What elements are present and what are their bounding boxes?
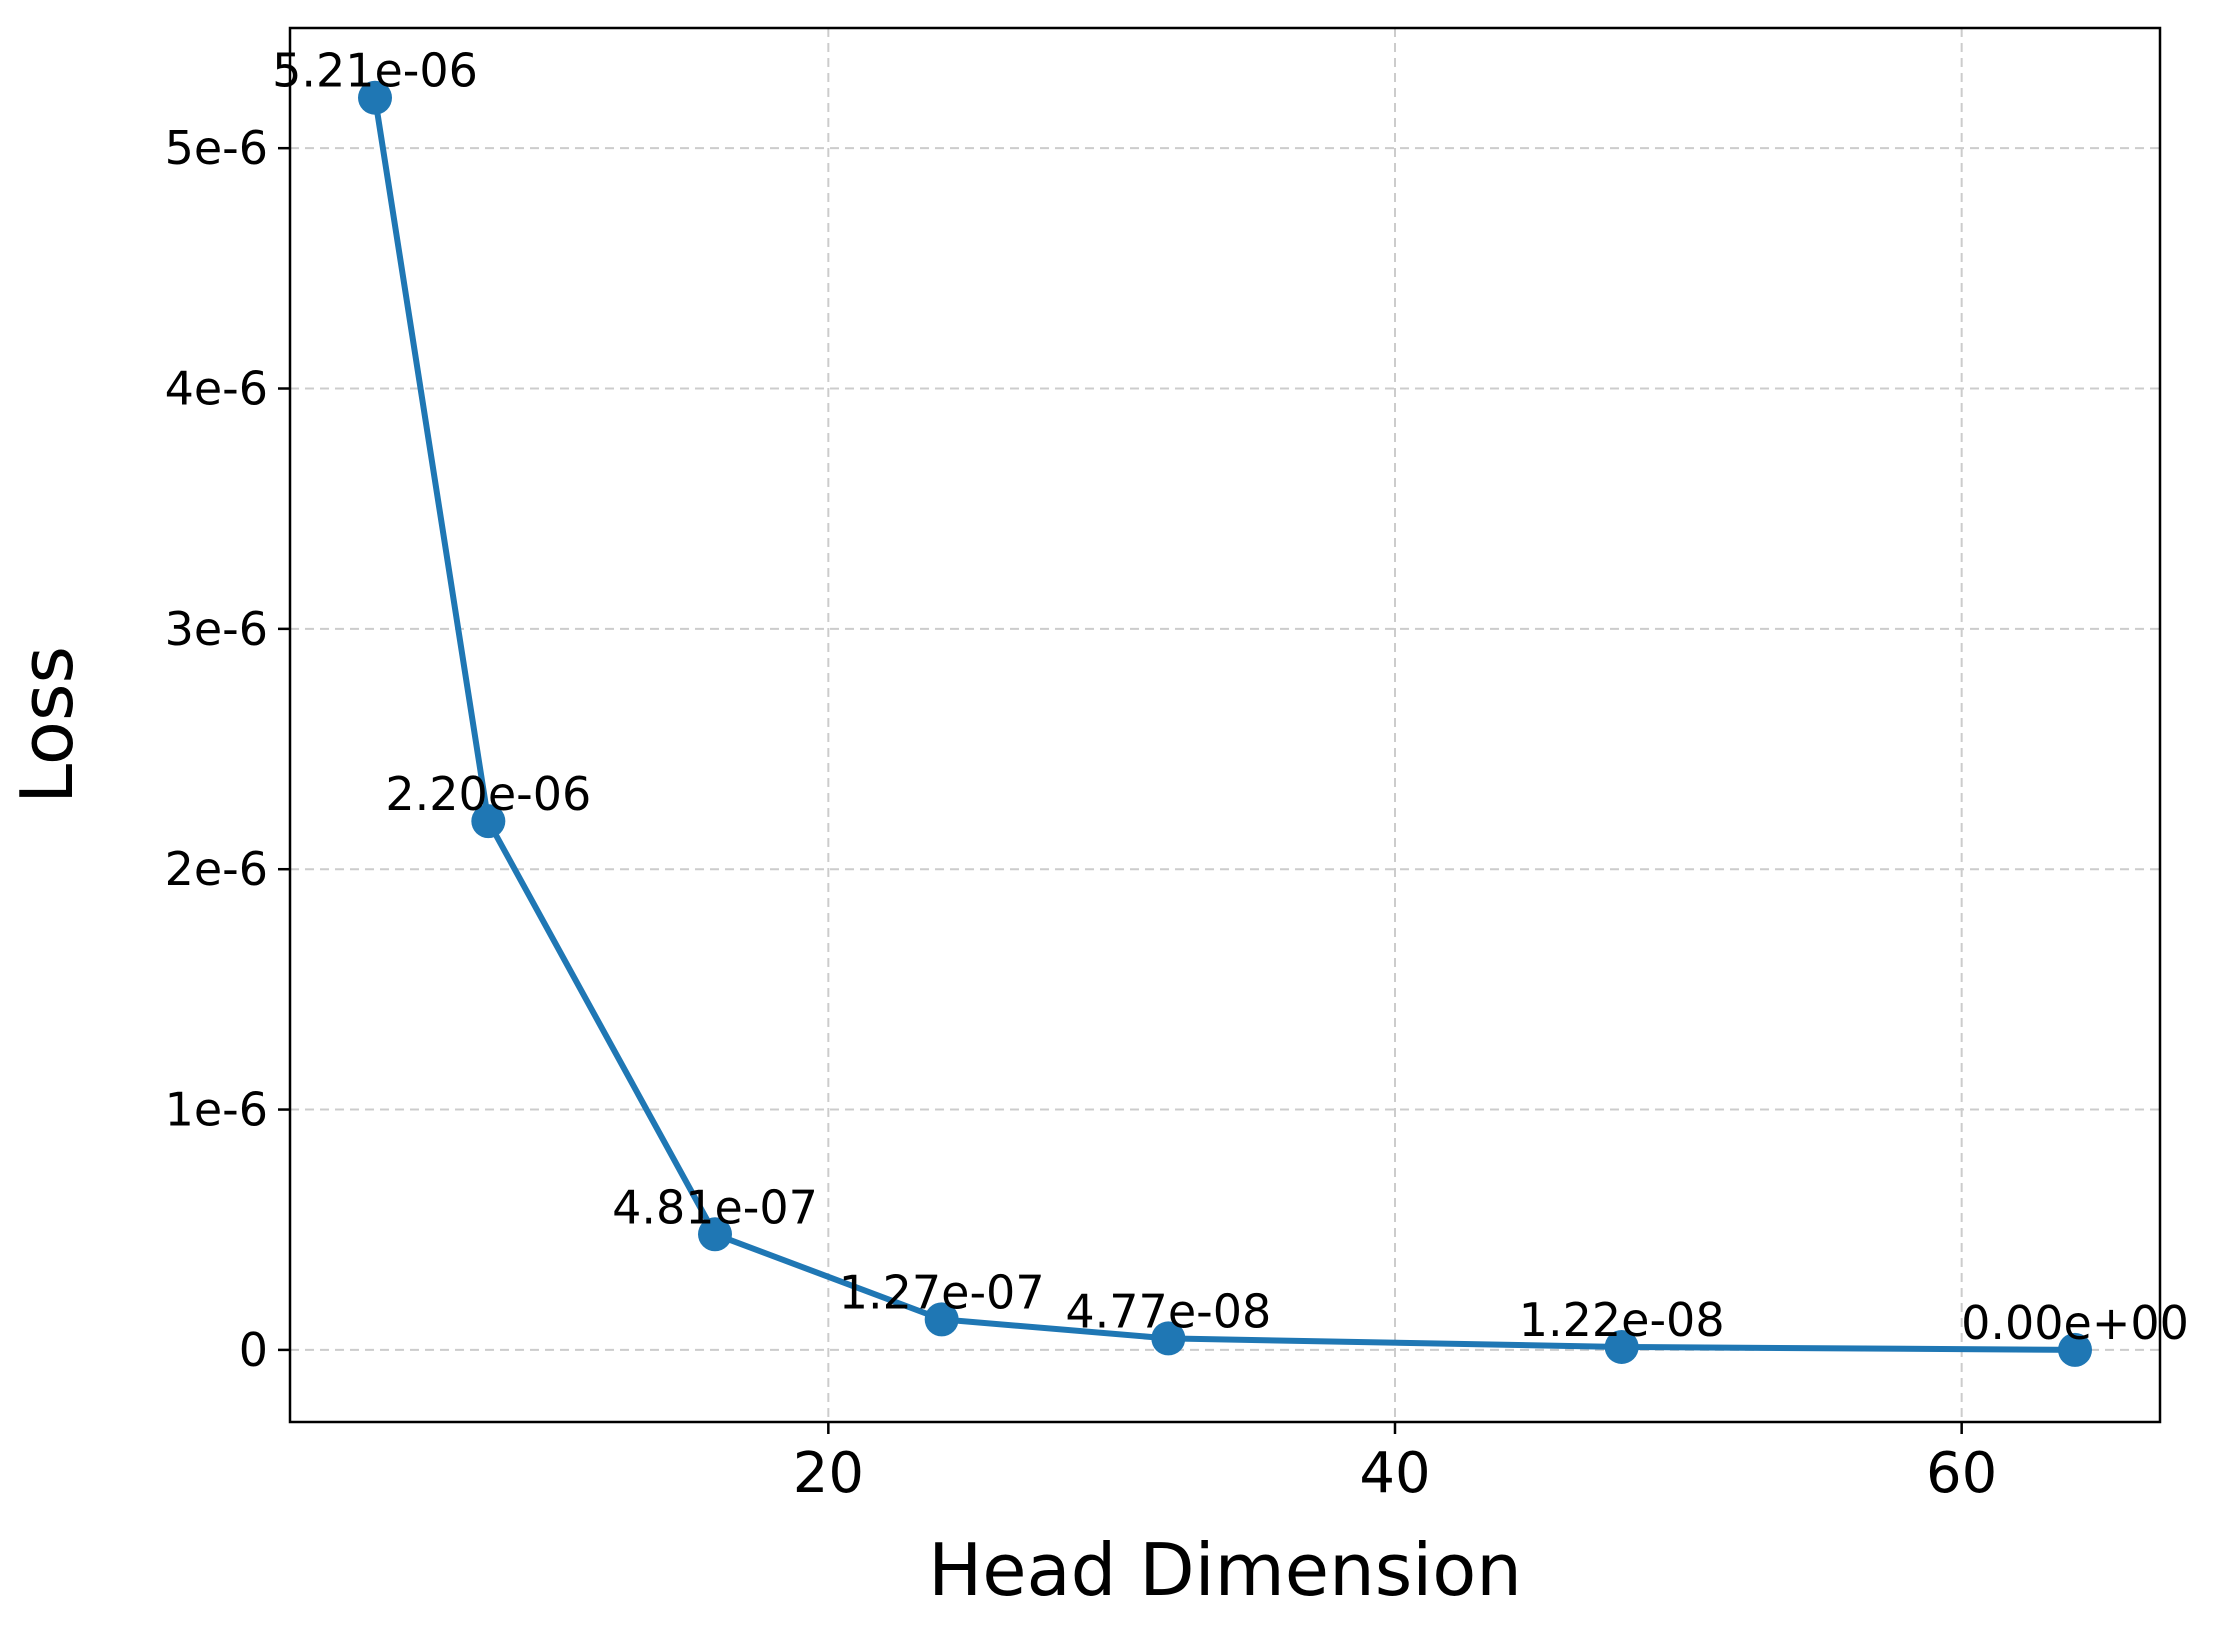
x-tick-label-0: 20 xyxy=(793,1441,864,1506)
data-point-3 xyxy=(924,1302,959,1337)
y-tick-label-4: 4e-6 xyxy=(165,362,268,416)
data-label-4: 4.77e-08 xyxy=(1065,1284,1271,1338)
x-tick-label-1: 40 xyxy=(1359,1441,1430,1506)
y-tick-label-3: 3e-6 xyxy=(165,602,268,656)
series-marker-layer xyxy=(358,80,2092,1367)
plot-frame xyxy=(288,26,2162,1424)
data-label-layer: 5.21e-06 2.20e-06 4.81e-07 1.27e-07 4.77e-08… xyxy=(272,44,2189,1350)
y-tick-label-2: 2e-6 xyxy=(165,842,268,896)
y-tick-label-5: 5e-6 xyxy=(165,121,268,175)
data-label-3: 1.27e-07 xyxy=(839,1265,1045,1319)
data-point-0 xyxy=(358,80,392,115)
series-line xyxy=(372,97,2076,1353)
x-tick-label-2: 60 xyxy=(1926,1441,1997,1506)
data-point-6 xyxy=(2058,1332,2092,1367)
y-axis-title: Loss xyxy=(5,646,89,804)
series-line-layer xyxy=(372,97,2076,1353)
data-label-0: 5.21e-06 xyxy=(272,44,478,98)
data-point-1 xyxy=(471,804,506,839)
grid xyxy=(290,28,2160,1422)
y-tick-label-1: 1e-6 xyxy=(165,1083,268,1137)
data-label-5: 1.22e-08 xyxy=(1519,1293,1725,1347)
y-tick-label-0: 0 xyxy=(239,1323,268,1377)
data-label-6: 0.00e+00 xyxy=(1961,1296,2189,1350)
data-label-1: 2.20e-06 xyxy=(385,767,591,821)
data-point-2 xyxy=(698,1217,732,1252)
data-label-2: 4.81e-07 xyxy=(612,1180,818,1234)
x-axis-title: Head Dimension xyxy=(928,1528,1522,1612)
x-axis-ticks: 20 40 60 xyxy=(793,1422,1997,1506)
data-point-5 xyxy=(1604,1329,1639,1364)
data-point-4 xyxy=(1151,1321,1186,1356)
y-axis-ticks: 0 1e-6 2e-6 3e-6 4e-6 5e-6 xyxy=(165,121,290,1377)
